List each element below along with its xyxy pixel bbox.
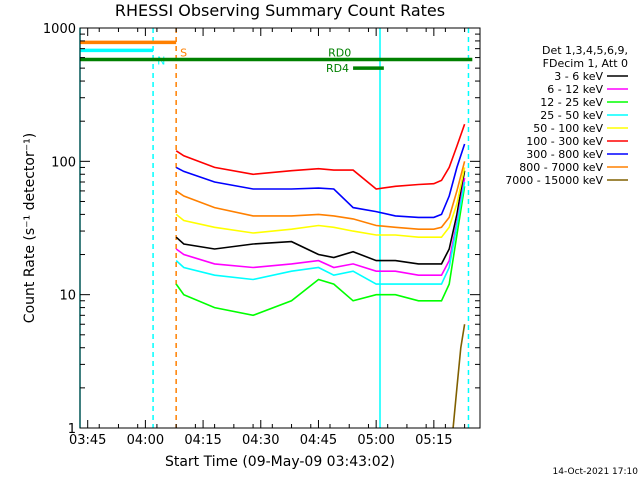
annotations: SNRD0RD4 (80, 40, 473, 75)
y-tick-label: 100 (51, 155, 76, 170)
x-tick-label: 05:00 (357, 433, 394, 448)
legend-header: FDecim 1, Att 0 (543, 57, 628, 70)
series-line (175, 143, 466, 219)
x-tick-label: 04:45 (300, 433, 337, 448)
legend: Det 1,3,4,5,6,9,FDecim 1, Att 03 - 6 keV… (505, 44, 628, 187)
x-tick-label: 05:15 (415, 433, 452, 448)
series-line (175, 170, 466, 265)
legend-label: 100 - 300 keV (526, 135, 603, 148)
x-tick-label: 04:15 (184, 433, 221, 448)
series-line (452, 324, 466, 429)
series-line (175, 186, 466, 317)
legend-label: 50 - 100 keV (533, 122, 603, 135)
legend-header: Det 1,3,4,5,6,9, (542, 44, 628, 57)
legend-label: 3 - 6 keV (554, 70, 603, 83)
series-line (175, 181, 466, 285)
annotation-label: RD0 (328, 47, 351, 60)
footer-timestamp: 14-Oct-2021 17:10 (553, 467, 639, 477)
legend-label: 800 - 7000 keV (519, 161, 603, 174)
legend-label: 6 - 12 keV (547, 83, 603, 96)
x-axis-label: Start Time (09-May-09 03:43:02) (165, 454, 395, 470)
x-axis-ticks: 03:45 04:00 04:15 04:30 04:45 05:00 05:15 (69, 28, 466, 448)
x-tick-label: 04:30 (242, 433, 279, 448)
legend-label: 25 - 50 keV (540, 109, 603, 122)
legend-label: 300 - 800 keV (526, 148, 603, 161)
chart-title: RHESSI Observing Summary Count Rates (115, 1, 445, 20)
legend-label: 12 - 25 keV (540, 96, 603, 109)
x-tick-label: 03:45 (69, 433, 106, 448)
x-tick-label: 04:00 (127, 433, 164, 448)
y-tick-label: 10 (59, 289, 76, 304)
y-axis-ticks: 1 10 100 1000 (43, 22, 480, 437)
series-line (175, 177, 466, 277)
plot-frame (79, 27, 481, 429)
y-axis-label: Count Rate (s⁻¹ detector⁻¹) (22, 133, 38, 323)
legend-label: 7000 - 15000 keV (505, 174, 603, 187)
y-tick-label: 1000 (43, 22, 76, 37)
series-lines (175, 123, 466, 429)
series-line (175, 167, 466, 238)
annotation-label: S (180, 46, 187, 59)
y-tick-label: 1 (68, 422, 76, 437)
series-line (175, 161, 466, 230)
annotation-label: RD4 (326, 62, 349, 75)
series-line (175, 123, 466, 190)
